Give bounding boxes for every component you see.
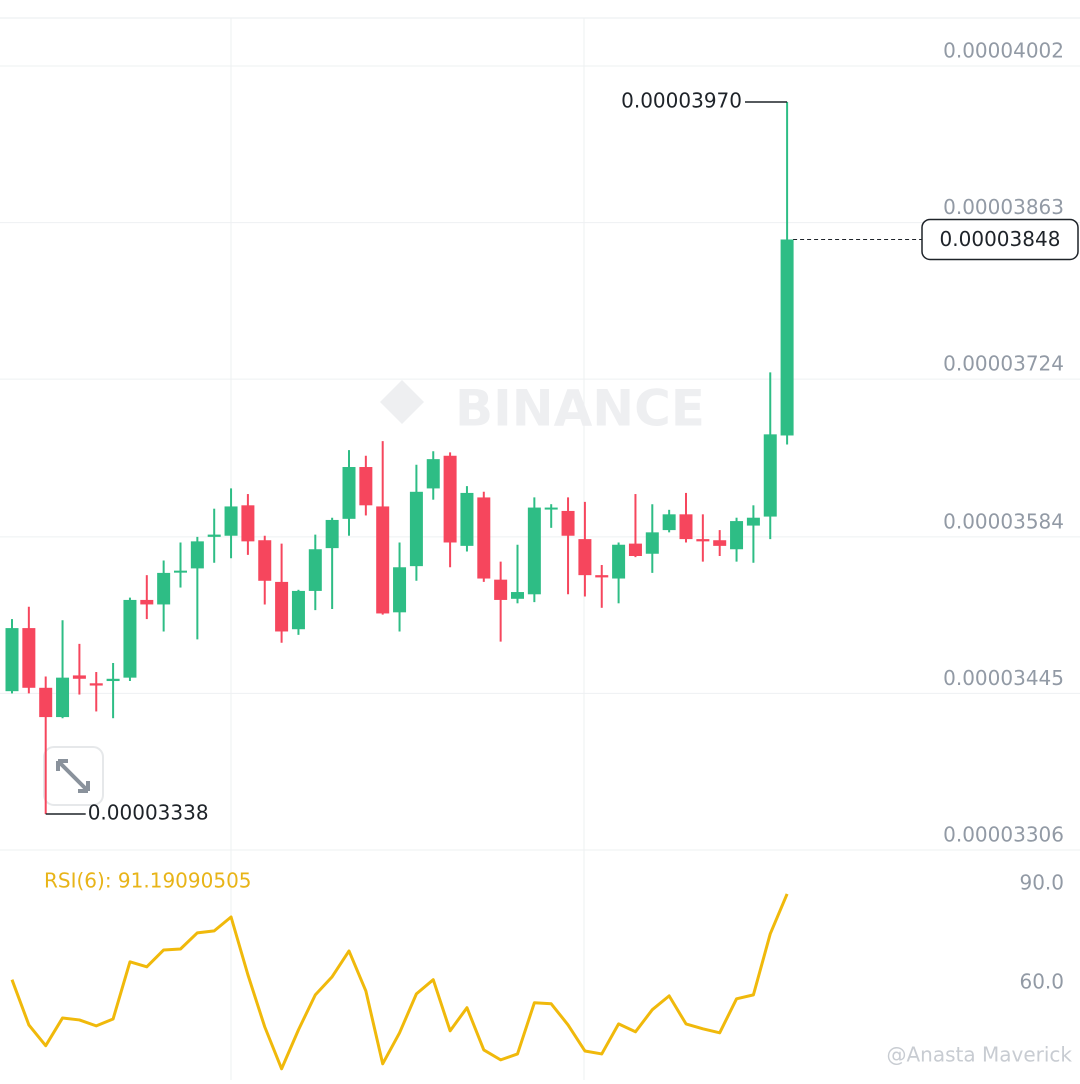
candle-body	[359, 467, 373, 506]
candle-body	[342, 467, 356, 519]
candle-body	[207, 534, 221, 537]
candle-body	[561, 510, 575, 536]
rsi-line	[10, 893, 789, 1071]
last-price-label: 0.00003848	[940, 227, 1061, 251]
candle-body	[275, 581, 289, 632]
candle-body	[544, 507, 558, 510]
rsi-tick-label: 60.0	[1019, 969, 1064, 993]
candle-body	[645, 532, 659, 554]
candle-body	[140, 599, 154, 605]
expand-icon[interactable]	[56, 759, 90, 793]
candle-body	[426, 459, 440, 489]
candle-body	[174, 570, 187, 573]
rsi-tick-label: 90.0	[1019, 870, 1064, 894]
candle-body	[679, 514, 693, 540]
rsi-title: RSI(6): 91.19090505	[44, 869, 252, 893]
candle-body	[291, 590, 305, 630]
candle-body	[746, 517, 760, 526]
candle-body	[578, 539, 592, 576]
candle-body	[511, 592, 524, 599]
candle-body	[696, 539, 710, 542]
watermark-logo	[380, 380, 424, 424]
candle-body	[325, 519, 339, 549]
candle-body	[730, 521, 744, 550]
candle-body	[89, 683, 103, 686]
y-tick-label: 0.00004002	[943, 39, 1064, 63]
last-price-box	[921, 218, 1079, 261]
candle-body	[22, 628, 36, 688]
candle-body	[628, 543, 642, 557]
y-tick-label: 0.00003306	[943, 823, 1064, 847]
candle-body	[376, 506, 390, 614]
candle-body	[443, 455, 457, 543]
candle-body	[595, 575, 609, 578]
candle-body	[56, 677, 70, 718]
candle-body	[612, 544, 626, 579]
high-label: 0.00003970	[621, 89, 742, 113]
candle-body	[157, 572, 171, 605]
candle-body	[190, 541, 204, 569]
candle-body	[527, 507, 541, 595]
candle-body	[713, 540, 727, 546]
candle-body	[5, 628, 19, 692]
y-tick-label: 0.00003724	[943, 352, 1064, 376]
candle-body	[780, 239, 794, 436]
candle-body	[39, 687, 53, 718]
candle-body	[409, 491, 423, 567]
candle-body	[662, 514, 676, 531]
candle-body	[763, 434, 777, 517]
candle-body	[460, 492, 474, 546]
low-label: 0.00003338	[88, 800, 209, 824]
candle-body	[308, 549, 322, 591]
y-tick-label: 0.00003584	[943, 509, 1064, 533]
candle-body	[106, 678, 120, 682]
candle-body	[224, 506, 238, 536]
watermark: BINANCE	[455, 380, 705, 438]
candle-body	[241, 505, 255, 542]
candle-body	[72, 675, 86, 679]
candle-body	[123, 599, 137, 678]
candle-body	[477, 497, 491, 579]
y-tick-label: 0.00003863	[943, 195, 1064, 219]
candle-body	[494, 579, 508, 600]
candle-body	[393, 567, 407, 613]
candle-body	[258, 540, 272, 581]
y-tick-label: 0.00003445	[943, 666, 1064, 690]
credit: @Anasta Maverick	[887, 1043, 1073, 1067]
expand-button[interactable]	[43, 746, 104, 806]
